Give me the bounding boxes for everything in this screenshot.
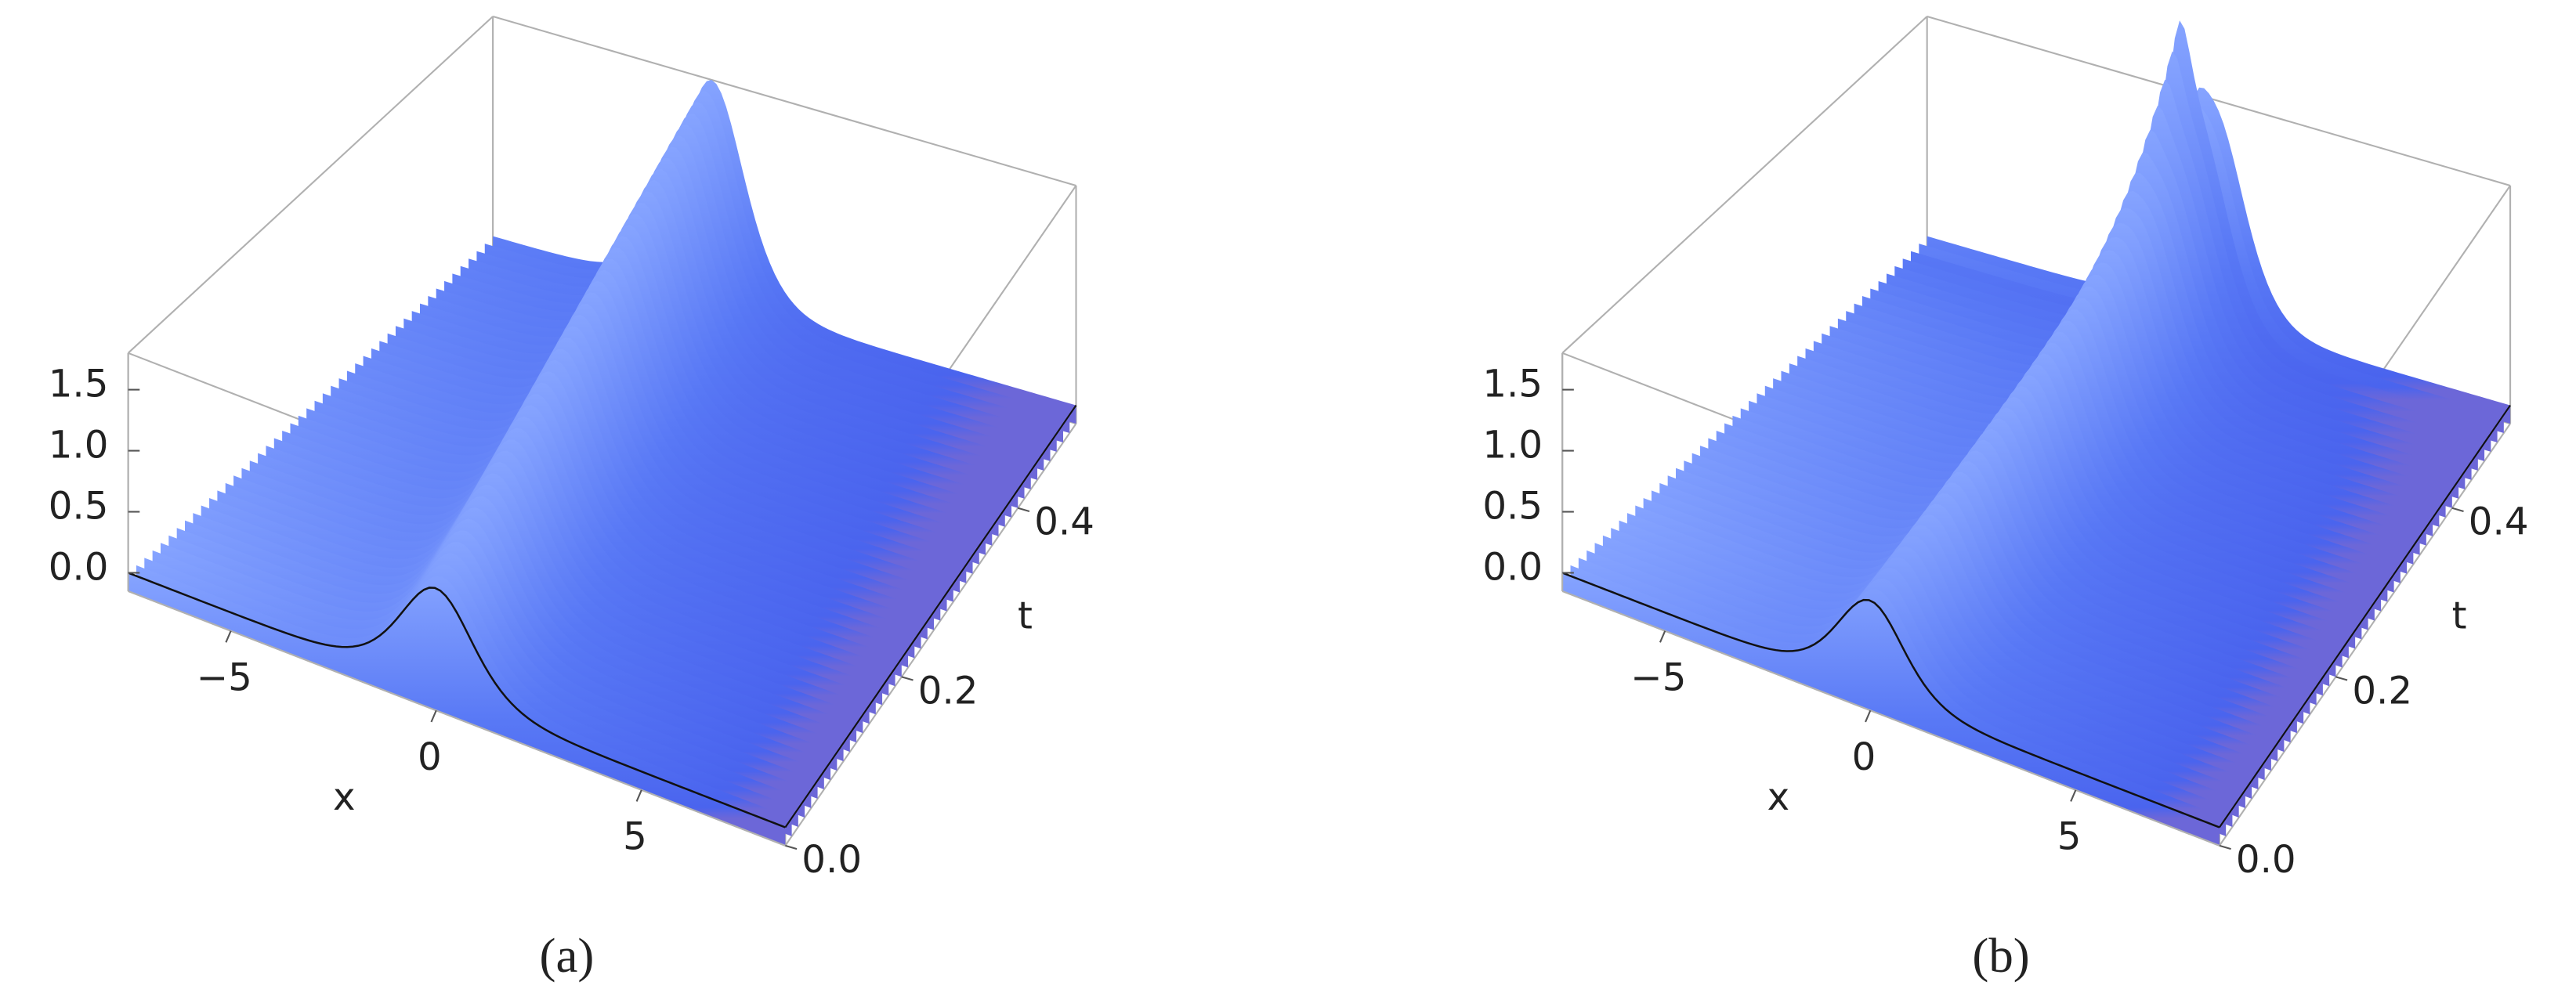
t-tick-label: 0.4 [2469, 500, 2529, 544]
surface-slice [387, 225, 993, 546]
t-tick-label: 0.2 [918, 669, 979, 713]
box-edge [492, 15, 1076, 186]
panel: −5 0 5 x 0.0 0.2 0.4 t 0.0 0.5 1.0 1.5 (b) [1482, 15, 2529, 983]
x-axis-label: x [1767, 775, 1790, 819]
z-tick-label: 0.5 [49, 484, 109, 528]
surface-slice [355, 269, 967, 583]
surface-slice [452, 135, 1044, 471]
t-tick-label: 0.0 [801, 838, 862, 882]
surface-slice [371, 247, 979, 565]
surface-slice [363, 258, 973, 574]
t-tick [2219, 844, 2231, 850]
caption: (a) [540, 928, 595, 983]
z-tick-label: 1.0 [1482, 423, 1543, 467]
surface-slice [436, 157, 1031, 489]
z-tick-label: 1.0 [49, 423, 109, 467]
surface-slice [420, 179, 1018, 508]
x-tick-label: 5 [2057, 815, 2082, 859]
t-tick [1017, 507, 1030, 512]
x-tick [430, 709, 437, 723]
surface-edge [128, 572, 786, 829]
x-tick [225, 630, 232, 643]
x-tick [1865, 709, 1872, 723]
z-tick-label: 1.5 [1482, 362, 1543, 406]
t-axis-label: t [2452, 594, 2467, 637]
box-edge [128, 590, 786, 847]
box-edge [784, 423, 1077, 847]
x-tick-label: −5 [1630, 656, 1686, 700]
x-tick [2070, 789, 2077, 802]
surface-slice [476, 102, 1064, 442]
x-tick-label: 0 [418, 735, 442, 779]
box-edge [2219, 423, 2511, 847]
x-axis-label: x [333, 775, 356, 819]
z-tick-label: 0.0 [49, 545, 109, 589]
surface-edge [784, 405, 1077, 829]
x-tick-label: 0 [1852, 735, 1876, 779]
x-tick-label: 5 [623, 815, 647, 859]
surface-edge [2219, 405, 2511, 829]
t-tick [2451, 507, 2464, 512]
surface-slice [469, 114, 1057, 452]
surface-slice [444, 146, 1038, 480]
x-tick [1659, 630, 1666, 643]
z-tick-label: 1.5 [49, 362, 109, 406]
t-tick [901, 676, 914, 681]
t-tick-label: 0.0 [2236, 838, 2296, 882]
t-tick-label: 0.4 [1034, 500, 1094, 544]
surface-slice [128, 572, 786, 846]
box-edge [127, 16, 494, 354]
x-tick [635, 789, 642, 802]
t-axis-label: t [1018, 594, 1033, 637]
t-tick-label: 0.2 [2352, 669, 2412, 713]
box-edge [1927, 15, 2511, 186]
surface-slice [460, 124, 1051, 461]
surface-edge [1561, 572, 2220, 829]
z-tick-label: 0.0 [1482, 545, 1543, 589]
caption: (b) [1972, 928, 2029, 983]
z-tick-label: 0.5 [1482, 484, 1543, 528]
box-edge [1561, 16, 1928, 354]
t-tick [2335, 676, 2348, 681]
panel: −5 0 5 x 0.0 0.2 0.4 t 0.0 0.5 1.0 1.5 (a) [49, 15, 1094, 983]
surface-slice [484, 90, 1070, 433]
surface-slice [379, 236, 986, 555]
surface-slice [346, 280, 961, 593]
surface-slice [1562, 572, 2220, 846]
surface-slice [493, 79, 1076, 424]
surface-slice [428, 168, 1025, 499]
t-tick [785, 844, 798, 850]
box-edge [1561, 590, 2220, 847]
x-tick-label: −5 [197, 656, 252, 700]
